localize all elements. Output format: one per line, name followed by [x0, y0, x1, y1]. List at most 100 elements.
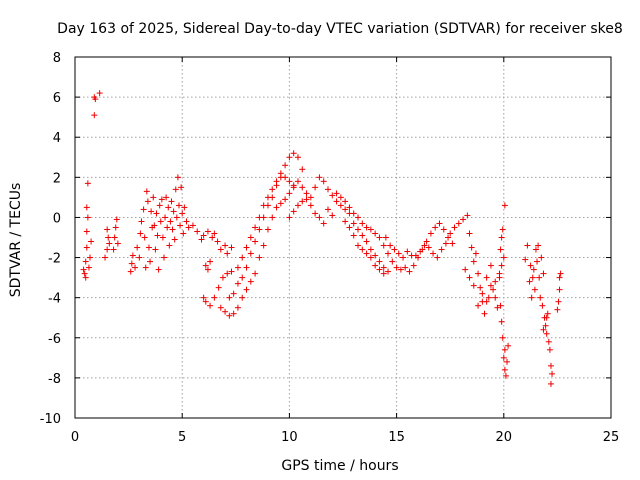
- data-point: [286, 214, 293, 221]
- data-point: [537, 294, 544, 301]
- data-point: [106, 240, 113, 247]
- data-point: [151, 222, 158, 229]
- data-point: [113, 216, 120, 223]
- data-point: [159, 234, 166, 241]
- data-point: [286, 154, 293, 161]
- data-point: [224, 270, 231, 277]
- plot-area: [74, 56, 612, 419]
- data-point: [367, 226, 374, 233]
- data-point: [483, 298, 490, 305]
- data-point: [252, 224, 259, 231]
- data-point: [393, 264, 400, 271]
- data-point: [202, 262, 209, 269]
- data-point: [505, 342, 512, 349]
- data-point: [132, 264, 139, 271]
- data-point: [214, 238, 221, 245]
- data-point: [497, 302, 504, 309]
- data-point: [324, 206, 331, 213]
- data-point: [402, 264, 409, 271]
- data-point: [555, 298, 562, 305]
- data-point: [502, 372, 509, 379]
- data-point: [158, 196, 165, 203]
- data-point: [222, 242, 229, 249]
- data-point: [475, 302, 482, 309]
- data-point: [243, 264, 250, 271]
- data-point: [449, 240, 456, 247]
- data-point: [140, 206, 147, 213]
- data-point: [376, 258, 383, 265]
- data-point: [198, 236, 205, 243]
- data-point: [412, 252, 419, 259]
- data-point: [468, 244, 475, 251]
- data-point: [194, 228, 201, 235]
- data-point: [230, 290, 237, 297]
- data-point: [380, 242, 387, 249]
- data-point: [397, 266, 404, 273]
- data-point: [269, 214, 276, 221]
- data-point: [359, 220, 366, 227]
- data-point: [252, 270, 259, 277]
- data-point: [423, 238, 430, 245]
- data-point: [376, 234, 383, 241]
- data-point: [157, 218, 164, 225]
- data-point: [92, 96, 99, 103]
- data-point: [102, 254, 109, 261]
- data-point: [282, 174, 289, 181]
- data-point: [501, 346, 508, 353]
- data-point: [320, 220, 327, 227]
- data-point: [497, 246, 504, 253]
- data-point: [234, 264, 241, 271]
- data-point: [277, 200, 284, 207]
- data-point: [385, 250, 392, 257]
- data-point: [492, 278, 499, 285]
- data-point: [346, 224, 353, 231]
- data-point: [299, 166, 306, 173]
- data-point: [466, 230, 473, 237]
- data-point: [445, 234, 452, 241]
- data-point: [462, 266, 469, 273]
- data-point: [538, 254, 545, 261]
- y-tick-label: 8: [53, 51, 61, 66]
- data-point: [498, 234, 505, 241]
- y-tick-label: 0: [53, 211, 61, 226]
- data-point: [152, 246, 159, 253]
- data-point: [432, 224, 439, 231]
- data-point: [183, 218, 190, 225]
- data-point: [460, 216, 467, 223]
- data-point: [425, 244, 432, 251]
- data-point: [472, 250, 479, 257]
- data-point: [111, 234, 118, 241]
- data-point: [202, 298, 209, 305]
- data-point: [427, 230, 434, 237]
- data-point: [547, 362, 554, 369]
- data-point: [87, 254, 94, 261]
- data-point: [479, 290, 486, 297]
- data-point: [172, 186, 179, 193]
- data-point: [211, 230, 218, 237]
- data-point: [294, 154, 301, 161]
- data-point: [219, 274, 226, 281]
- data-point: [483, 274, 490, 281]
- data-point: [455, 220, 462, 227]
- data-point: [175, 202, 182, 209]
- data-point: [150, 194, 157, 201]
- data-point: [342, 218, 349, 225]
- data-point: [226, 294, 233, 301]
- data-point: [247, 278, 254, 285]
- data-point: [372, 252, 379, 259]
- data-point: [447, 230, 454, 237]
- data-point: [406, 268, 413, 275]
- data-point: [269, 186, 276, 193]
- data-point: [82, 274, 89, 281]
- data-point: [273, 178, 280, 185]
- data-point: [529, 274, 536, 281]
- data-point: [501, 366, 508, 373]
- data-point: [367, 246, 374, 253]
- data-point: [174, 174, 181, 181]
- data-point: [492, 294, 499, 301]
- data-point: [522, 256, 529, 263]
- data-point: [543, 314, 550, 321]
- data-point: [105, 234, 112, 241]
- data-point: [290, 182, 297, 189]
- data-point: [498, 262, 505, 269]
